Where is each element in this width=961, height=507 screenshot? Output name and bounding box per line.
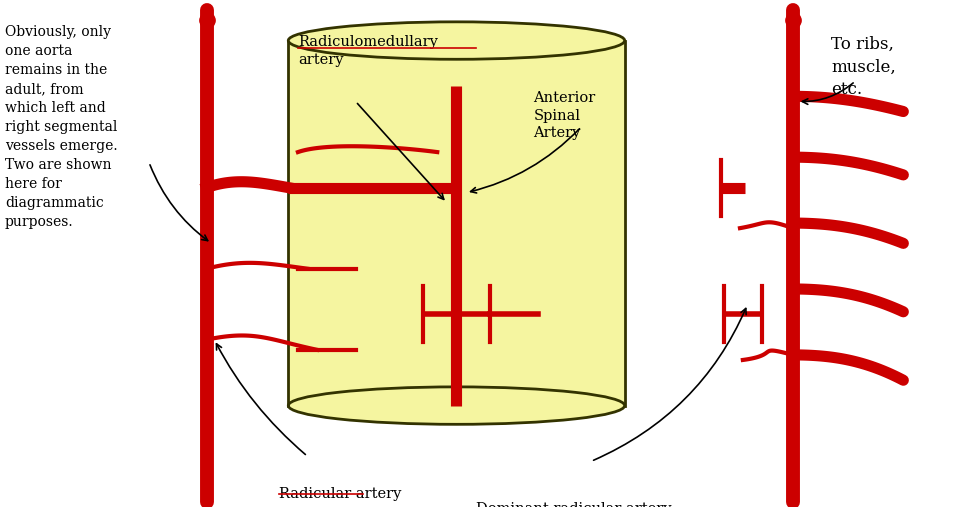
Text: Radiculomedullary
artery: Radiculomedullary artery bbox=[298, 35, 438, 67]
Text: To ribs,
muscle,
etc.: To ribs, muscle, etc. bbox=[831, 35, 896, 98]
Ellipse shape bbox=[288, 22, 625, 59]
Text: Anterior
Spinal
Artery: Anterior Spinal Artery bbox=[533, 91, 596, 140]
Ellipse shape bbox=[288, 387, 625, 424]
Text: Radicular artery: Radicular artery bbox=[279, 487, 401, 501]
Text: Dominant radicular artery
supplying two levels: Dominant radicular artery supplying two … bbox=[476, 502, 671, 507]
Polygon shape bbox=[288, 41, 625, 406]
Text: Obviously, only
one aorta
remains in the
adult, from
which left and
right segmen: Obviously, only one aorta remains in the… bbox=[5, 25, 117, 229]
